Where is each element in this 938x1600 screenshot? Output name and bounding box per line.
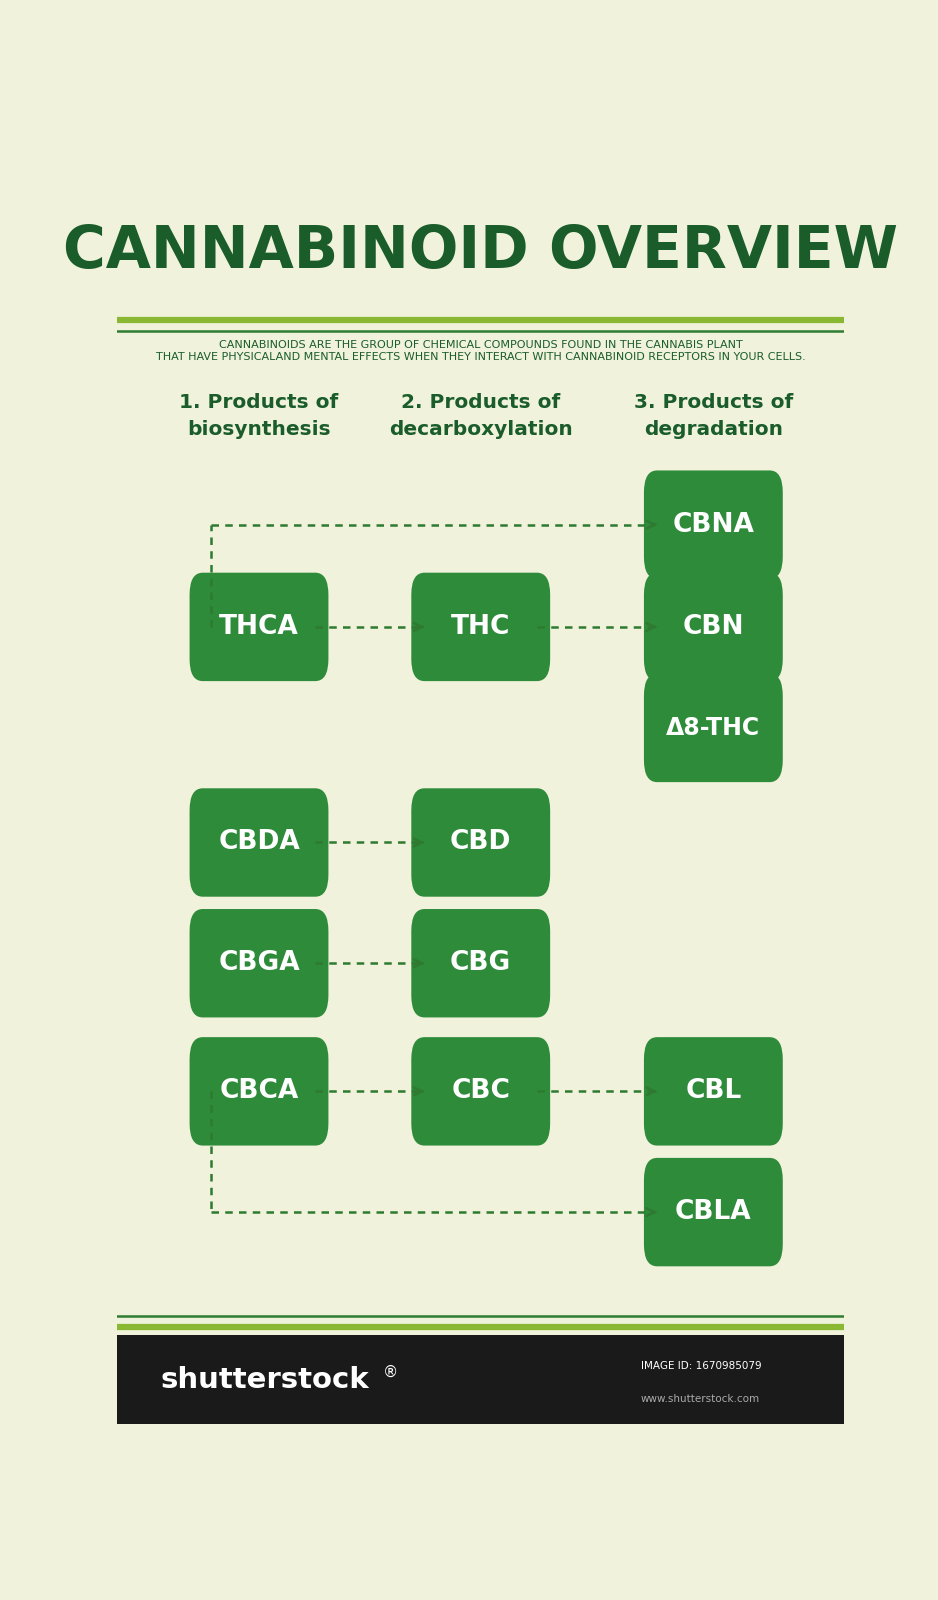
FancyBboxPatch shape <box>411 909 551 1018</box>
FancyBboxPatch shape <box>189 1037 328 1146</box>
Bar <box>117 1336 844 1424</box>
FancyBboxPatch shape <box>643 674 783 782</box>
Text: shutterstock: shutterstock <box>161 1366 370 1394</box>
Text: CBN: CBN <box>683 614 744 640</box>
Text: THCA: THCA <box>219 614 299 640</box>
Text: CBL: CBL <box>686 1078 741 1104</box>
Text: CBG: CBG <box>450 950 511 976</box>
Text: CBCA: CBCA <box>219 1078 298 1104</box>
Text: CBDA: CBDA <box>219 829 300 856</box>
Text: CANNABINOIDS ARE THE GROUP OF CHEMICAL COMPOUNDS FOUND IN THE CANNABIS PLANT: CANNABINOIDS ARE THE GROUP OF CHEMICAL C… <box>219 339 743 350</box>
Text: CBGA: CBGA <box>219 950 300 976</box>
Text: CBD: CBD <box>450 829 511 856</box>
Text: 1. Products of
biosynthesis: 1. Products of biosynthesis <box>179 394 339 438</box>
Text: CANNABINOID OVERVIEW: CANNABINOID OVERVIEW <box>63 222 899 280</box>
Text: CBC: CBC <box>451 1078 510 1104</box>
FancyBboxPatch shape <box>189 909 328 1018</box>
FancyBboxPatch shape <box>411 1037 551 1146</box>
Text: CBNA: CBNA <box>673 512 754 538</box>
Text: IMAGE ID: 1670985079: IMAGE ID: 1670985079 <box>641 1362 762 1371</box>
FancyBboxPatch shape <box>411 789 551 896</box>
Text: 2. Products of
decarboxylation: 2. Products of decarboxylation <box>389 394 572 438</box>
FancyBboxPatch shape <box>643 470 783 579</box>
Text: CBLA: CBLA <box>675 1198 751 1226</box>
Text: Δ8-THC: Δ8-THC <box>666 715 761 739</box>
FancyBboxPatch shape <box>643 573 783 682</box>
FancyBboxPatch shape <box>643 1158 783 1266</box>
Text: THC: THC <box>451 614 510 640</box>
Text: www.shutterstock.com: www.shutterstock.com <box>641 1394 760 1405</box>
FancyBboxPatch shape <box>643 1037 783 1146</box>
Text: ®: ® <box>383 1365 398 1381</box>
Text: THAT HAVE PHYSICALAND MENTAL EFFECTS WHEN THEY INTERACT WITH CANNABINOID RECEPTO: THAT HAVE PHYSICALAND MENTAL EFFECTS WHE… <box>156 352 806 362</box>
FancyBboxPatch shape <box>189 789 328 896</box>
FancyBboxPatch shape <box>411 573 551 682</box>
Text: 3. Products of
degradation: 3. Products of degradation <box>634 394 793 438</box>
FancyBboxPatch shape <box>189 573 328 682</box>
